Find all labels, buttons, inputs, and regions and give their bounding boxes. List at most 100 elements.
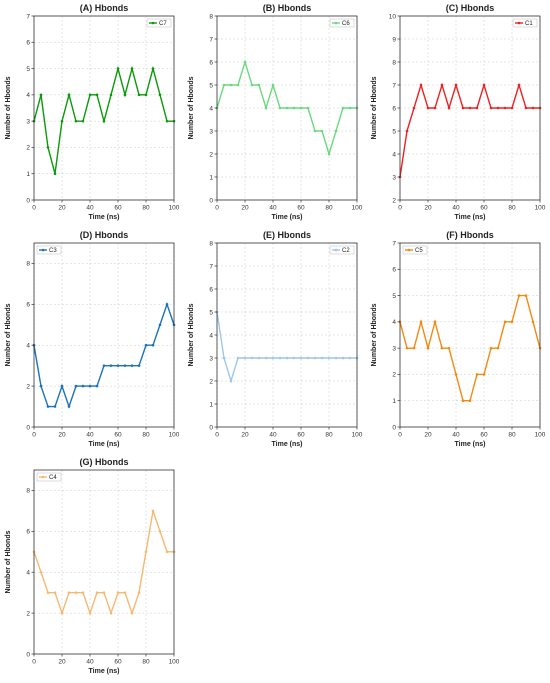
y-tick-label: 4 [209,105,213,112]
chart-panel-g: 0 20 40 60 80 100 0 2 4 6 8 (G) Hbonds Time (ns) Numb… [0,454,183,681]
legend: C1 [512,18,538,28]
legend: C7 [146,18,172,28]
data-point [158,93,162,97]
data-point [130,611,134,615]
y-tick-label: 8 [209,240,213,247]
x-tick-label: 40 [452,205,460,212]
y-tick-label: 1 [392,398,396,405]
legend-box [402,245,428,255]
legend-box [512,18,538,28]
data-point [116,591,120,594]
data-point [285,356,289,360]
y-tick-label: 5 [209,82,213,89]
chart-panel-f: 0 20 40 60 80 100 0 1 2 3 4 5 6 7 (F) Hbonds Time (ns) N… [366,227,549,454]
y-tick-label: 2 [26,145,30,152]
y-tick-label: 5 [26,66,30,73]
data-point [341,106,345,110]
data-point [496,346,500,350]
legend-box [146,18,172,28]
data-point [405,346,409,350]
legend-label: C5 [415,248,423,254]
x-tick-label: 60 [297,432,305,439]
data-point [405,129,409,133]
plot-frame [33,469,175,655]
legend: C5 [402,245,428,255]
data-point [95,93,99,97]
legend: C4 [36,472,62,482]
data-point [222,356,226,360]
data-point [412,106,416,110]
y-tick-label: 4 [392,151,396,158]
data-point [348,106,352,110]
y-tick-label: 6 [209,59,213,66]
data-point [243,60,247,64]
data-point [137,364,141,367]
data-point [306,356,310,360]
x-tick-label: 60 [480,205,488,212]
data-point [81,384,85,388]
x-tick-label: 40 [86,432,94,439]
data-point [412,346,416,350]
legend-box [36,245,62,255]
y-tick-label: 2 [209,378,213,385]
x-tick-label: 80 [142,659,150,666]
y-tick-label: 0 [26,197,30,204]
x-tick-label: 20 [424,432,432,439]
y-tick-label: 1 [209,401,213,408]
legend-box [329,18,355,28]
data-point [95,384,99,388]
data-point [292,356,296,360]
data-point [306,106,310,110]
data-point [243,356,247,360]
data-point [454,83,458,87]
y-tick-label: 7 [209,36,213,43]
x-tick-label: 20 [241,205,249,212]
chart-panel-e: 0 20 40 60 80 100 0 1 2 3 4 5 6 7 8 (E) Hbonds Time (ns)… [183,227,366,454]
y-tick-label: 6 [26,529,30,536]
data-point [334,356,338,360]
x-axis-label: Time (ns) [272,214,303,221]
data-point [320,356,324,360]
chart-title: (E) Hbonds [263,230,311,240]
data-point [123,93,127,97]
y-tick-label: 4 [26,343,30,350]
x-tick-label: 0 [398,205,402,212]
x-tick-label: 0 [215,205,219,212]
data-point [334,129,338,133]
data-point [440,83,444,87]
y-tick-label: 7 [209,263,213,270]
x-tick-label: 60 [114,205,122,212]
data-point [517,294,521,297]
x-tick-label: 60 [114,659,122,666]
x-tick-label: 80 [142,205,150,212]
y-tick-label: 4 [392,319,396,326]
data-point [468,399,472,403]
data-point [144,93,148,97]
data-point [348,356,352,360]
y-tick-label: 0 [209,424,213,431]
data-point [74,384,78,388]
data-point [165,303,169,306]
y-tick-label: 8 [392,59,396,66]
data-point [278,356,282,360]
x-tick-label: 60 [114,432,122,439]
series-line [33,302,175,409]
data-point [482,83,486,87]
x-tick-label: 80 [325,205,333,212]
data-point [53,591,57,594]
y-tick-label: 7 [392,82,396,89]
legend-label: C3 [49,248,57,254]
y-tick-label: 6 [26,40,30,47]
legend-marker [151,21,155,25]
x-tick-label: 0 [32,659,36,666]
chart-svg: 0 20 40 60 80 100 0 1 2 3 4 5 6 7 8 (B) Hbonds Time (ns)… [188,3,363,221]
data-point [489,346,493,350]
plot-frame [399,242,541,428]
chart-title: (G) Hbonds [80,457,129,467]
data-point [278,106,282,110]
legend-marker [334,248,338,252]
data-point [447,106,451,110]
y-tick-label: 2 [392,197,396,204]
legend-label: C4 [49,475,57,481]
data-point [229,83,233,87]
